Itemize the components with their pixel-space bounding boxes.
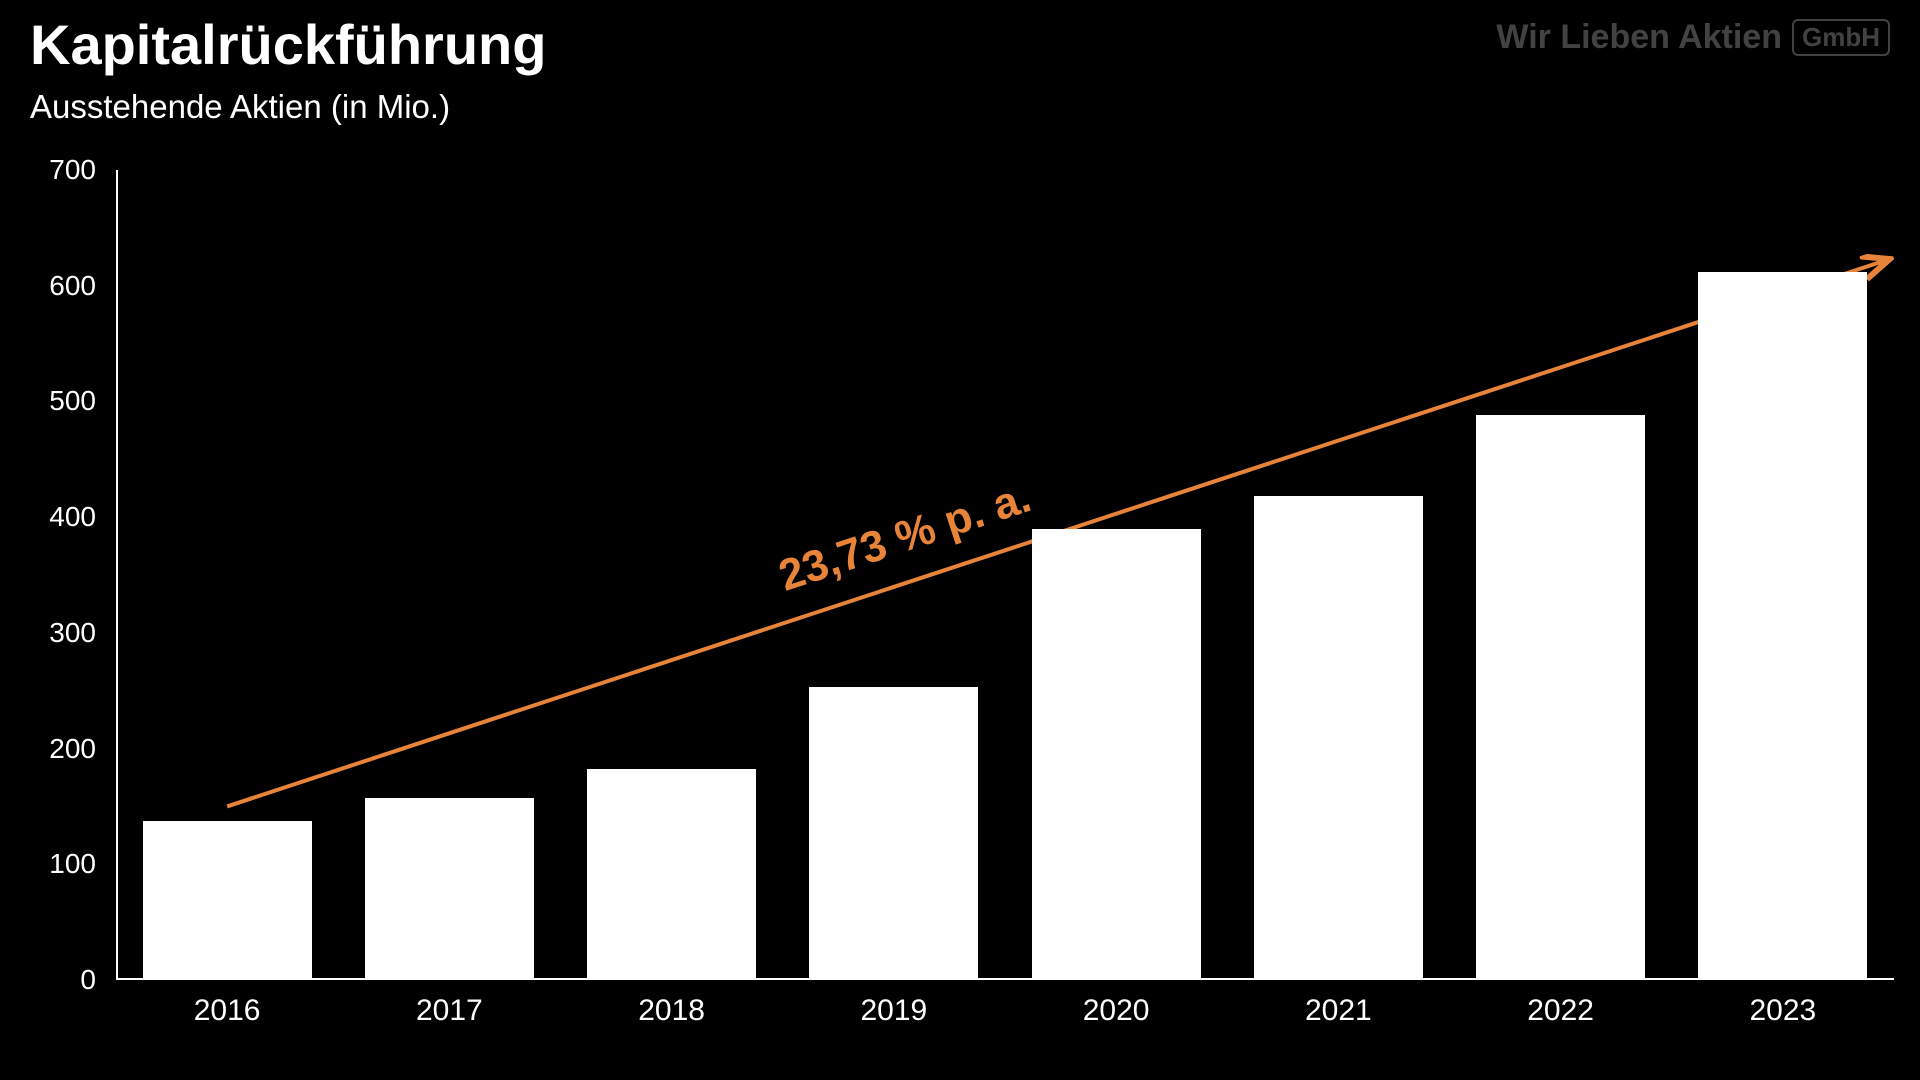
y-axis-line bbox=[116, 170, 118, 980]
x-tick-label: 2019 bbox=[861, 994, 928, 1028]
plot-area: 23,73 % p. a. 01002003004005006007002016… bbox=[116, 170, 1894, 980]
chart-title: Kapitalrückführung bbox=[30, 12, 546, 77]
brand-watermark: Wir Lieben Aktien GmbH bbox=[1496, 18, 1890, 57]
trend-label: 23,73 % p. a. bbox=[773, 472, 1037, 601]
y-tick-label: 600 bbox=[6, 270, 96, 302]
x-tick-label: 2021 bbox=[1305, 994, 1372, 1028]
x-tick-label: 2017 bbox=[416, 994, 483, 1028]
x-tick-label: 2022 bbox=[1527, 994, 1594, 1028]
y-tick-label: 0 bbox=[6, 964, 96, 996]
x-tick-label: 2016 bbox=[194, 994, 261, 1028]
bar bbox=[587, 769, 756, 980]
x-tick-label: 2020 bbox=[1083, 994, 1150, 1028]
bar bbox=[1698, 272, 1867, 980]
y-tick-label: 300 bbox=[6, 617, 96, 649]
bar bbox=[809, 687, 978, 980]
brand-box: GmbH bbox=[1792, 19, 1890, 56]
bar bbox=[1476, 415, 1645, 980]
bar bbox=[365, 798, 534, 980]
y-tick-label: 200 bbox=[6, 733, 96, 765]
x-tick-label: 2018 bbox=[638, 994, 705, 1028]
chart-subtitle: Ausstehende Aktien (in Mio.) bbox=[30, 88, 450, 126]
y-tick-label: 400 bbox=[6, 501, 96, 533]
y-tick-label: 100 bbox=[6, 848, 96, 880]
y-tick-label: 700 bbox=[6, 154, 96, 186]
x-tick-label: 2023 bbox=[1750, 994, 1817, 1028]
brand-text: Wir Lieben Aktien bbox=[1496, 18, 1782, 57]
y-tick-label: 500 bbox=[6, 385, 96, 417]
bar bbox=[1254, 496, 1423, 980]
bar bbox=[143, 821, 312, 980]
bar bbox=[1032, 529, 1201, 980]
